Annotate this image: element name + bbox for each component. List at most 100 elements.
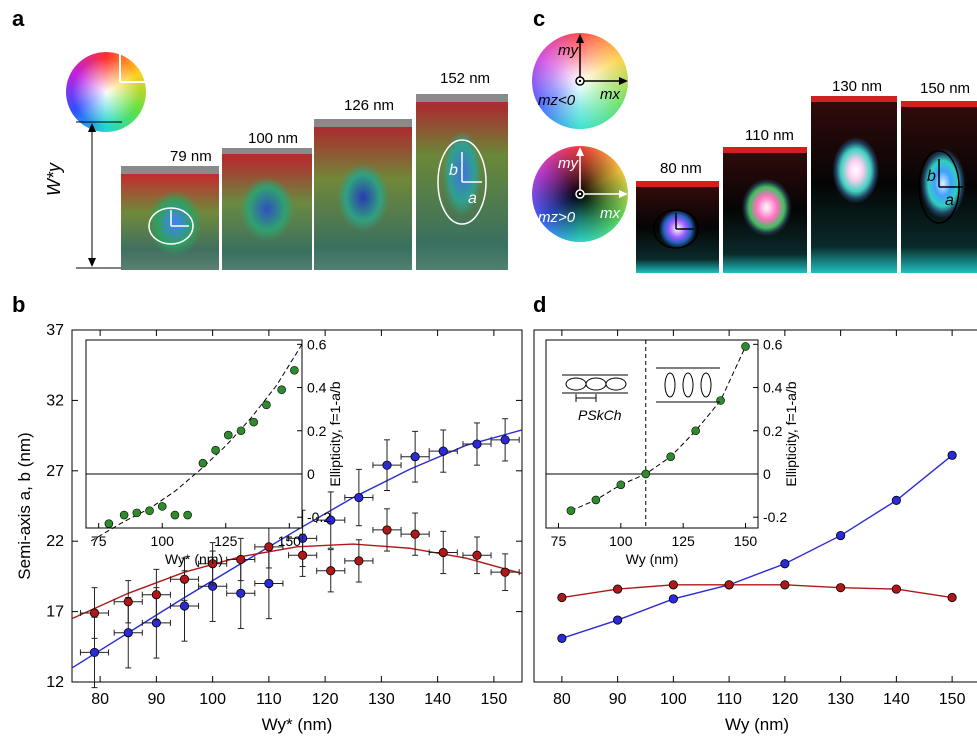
inset-y-tick-label: 0 (763, 466, 771, 482)
inset-y-tick-label: 0.2 (763, 423, 783, 439)
data-point-1 (123, 597, 133, 607)
data-point-1 (326, 566, 336, 576)
inset-frame (85, 339, 303, 529)
ellipse-overlay-79 (148, 207, 194, 245)
y-tick-label: 17 (46, 604, 64, 621)
inset-data-point (591, 495, 601, 505)
panel-label-d: d (533, 292, 547, 317)
x-tick-label: 120 (772, 691, 799, 708)
axis-letter-b: b (449, 162, 458, 179)
y-tick-label: 27 (46, 463, 64, 480)
inset-y-tick-label: 0.6 (763, 336, 783, 352)
data-point-0 (382, 460, 392, 470)
plot-frame (71, 329, 523, 683)
x-tick-label: 90 (609, 691, 627, 708)
size-label-152: 152 nm (440, 70, 491, 87)
inset-y-axis-label: Ellipticity, f=1-a/b (327, 381, 343, 486)
inset-data-point (290, 365, 299, 375)
inset-data-point (104, 519, 114, 528)
data-point-1 (557, 592, 567, 603)
y-tick-label: 12 (46, 674, 64, 691)
data-point-1 (208, 559, 218, 569)
inset-y-tick-label: -0.2 (307, 509, 331, 525)
panel-label-b: b (12, 292, 26, 317)
y-tick-label: 37 (46, 322, 64, 339)
inset-data-point (566, 506, 576, 516)
data-point-1 (298, 550, 308, 560)
data-point-1 (179, 574, 190, 584)
data-point-0 (236, 588, 246, 598)
inset-data-point (249, 417, 259, 427)
size-label-100: 100 nm (248, 130, 299, 147)
inset-data-point (716, 396, 725, 405)
inset-x-tick-label: 125 (671, 533, 695, 549)
inset-data-point (277, 385, 286, 395)
x-tick-label: 110 (256, 691, 282, 708)
size-label-150: 150 nm (920, 80, 971, 97)
data-point-1 (410, 529, 420, 539)
label-my-bottom: my (558, 155, 579, 172)
inset-data-point (183, 510, 192, 520)
series-line-1 (561, 584, 953, 599)
ellipse-overlay-152: b a (437, 139, 487, 225)
size-label-80: 80 nm (660, 160, 702, 177)
pskch-label: PSkCh (578, 407, 622, 423)
data-point-1 (264, 542, 274, 552)
schematic-elongated (656, 367, 720, 403)
axes-overlay-top: my mx mz<0 (538, 34, 628, 109)
panel-label-a: a (12, 6, 25, 31)
x-tick-label: 100 (199, 691, 226, 708)
data-point-1 (382, 525, 392, 535)
y-tick-label: 22 (46, 533, 64, 550)
data-point-0 (438, 446, 448, 456)
inset-data-point (616, 480, 626, 490)
inset-x-tick-label: 100 (151, 533, 175, 549)
inset-data-point (666, 452, 676, 461)
x-tick-label: 110 (716, 691, 742, 708)
inset-x-tick-label: 150 (278, 533, 302, 549)
inset-data-point (691, 426, 700, 436)
data-point-0 (123, 628, 133, 638)
data-point-1 (836, 583, 846, 593)
x-tick-label: 100 (660, 691, 687, 708)
data-point-0 (668, 594, 678, 604)
size-label-126: 126 nm (344, 97, 395, 114)
data-point-1 (668, 580, 678, 590)
x-tick-label: 140 (883, 691, 910, 708)
axis-letter-b-c: b (927, 168, 936, 185)
data-point-1 (780, 580, 790, 590)
data-point-0 (89, 647, 100, 658)
inset-frame (545, 339, 759, 529)
panel-label-c: c (533, 6, 546, 31)
data-point-1 (236, 554, 246, 565)
inset-x-axis-label: Wy (nm) (626, 551, 679, 567)
simulation-image-110 (723, 147, 807, 273)
inset-y-axis-label: Ellipticity, f=1-a/b (783, 381, 799, 486)
x-axis-label-d: Wy (nm) (725, 715, 789, 734)
data-point-0 (500, 435, 510, 445)
y-axis-label: Semi-axis a, b (nm) (15, 432, 34, 579)
data-point-1 (438, 547, 448, 558)
chart-b: 80 90 100 110 120 130 140 150 12 17 22 27 32 37 Wy* (n… (15, 322, 523, 734)
inset-data-point (236, 426, 246, 436)
inset-fit-line (90, 344, 303, 542)
x-tick-label: 120 (312, 691, 339, 708)
inset-data-point (211, 445, 220, 455)
skyrmion-image-79 (121, 166, 219, 270)
axes-arrows-icon (115, 28, 168, 87)
inset-data-point (157, 502, 167, 511)
skyrmion-image-100 (222, 148, 312, 270)
label-mx-top: mx (600, 86, 620, 103)
data-point-1 (947, 592, 957, 603)
inset-data-point (262, 400, 271, 410)
ellipse-overlay-80 (653, 209, 699, 249)
inset-x-tick-label: 150 (734, 533, 758, 549)
data-point-1 (724, 580, 734, 590)
inset-data-point (119, 510, 129, 520)
x-tick-label: 130 (827, 691, 854, 708)
inset-x-tick-label: 75 (551, 533, 567, 549)
schematic-skch: PSkCh (562, 374, 628, 423)
x-tick-label: 130 (368, 691, 395, 708)
x-tick-label: 150 (481, 691, 508, 708)
